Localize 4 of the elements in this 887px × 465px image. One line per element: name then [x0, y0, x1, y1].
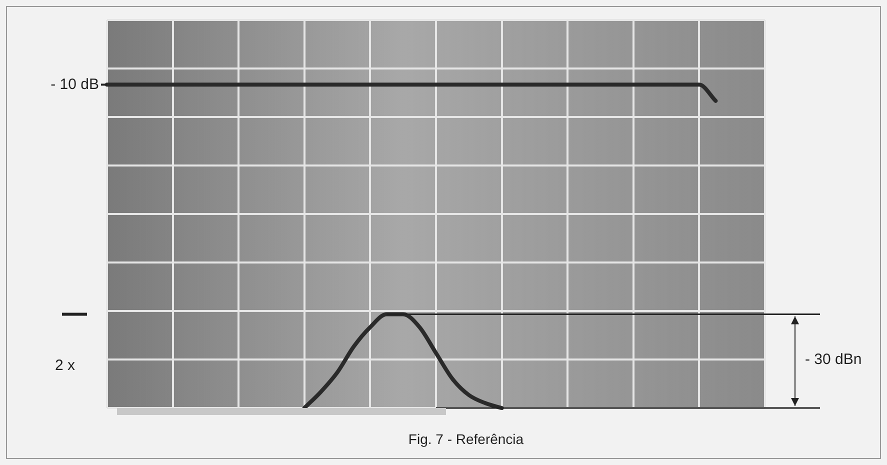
- text: - 30 dBn: [805, 351, 862, 368]
- text: - 10 dB: [50, 76, 99, 93]
- text: 2 x: [55, 357, 76, 374]
- caption: Fig. 7 - Referência: [408, 430, 524, 447]
